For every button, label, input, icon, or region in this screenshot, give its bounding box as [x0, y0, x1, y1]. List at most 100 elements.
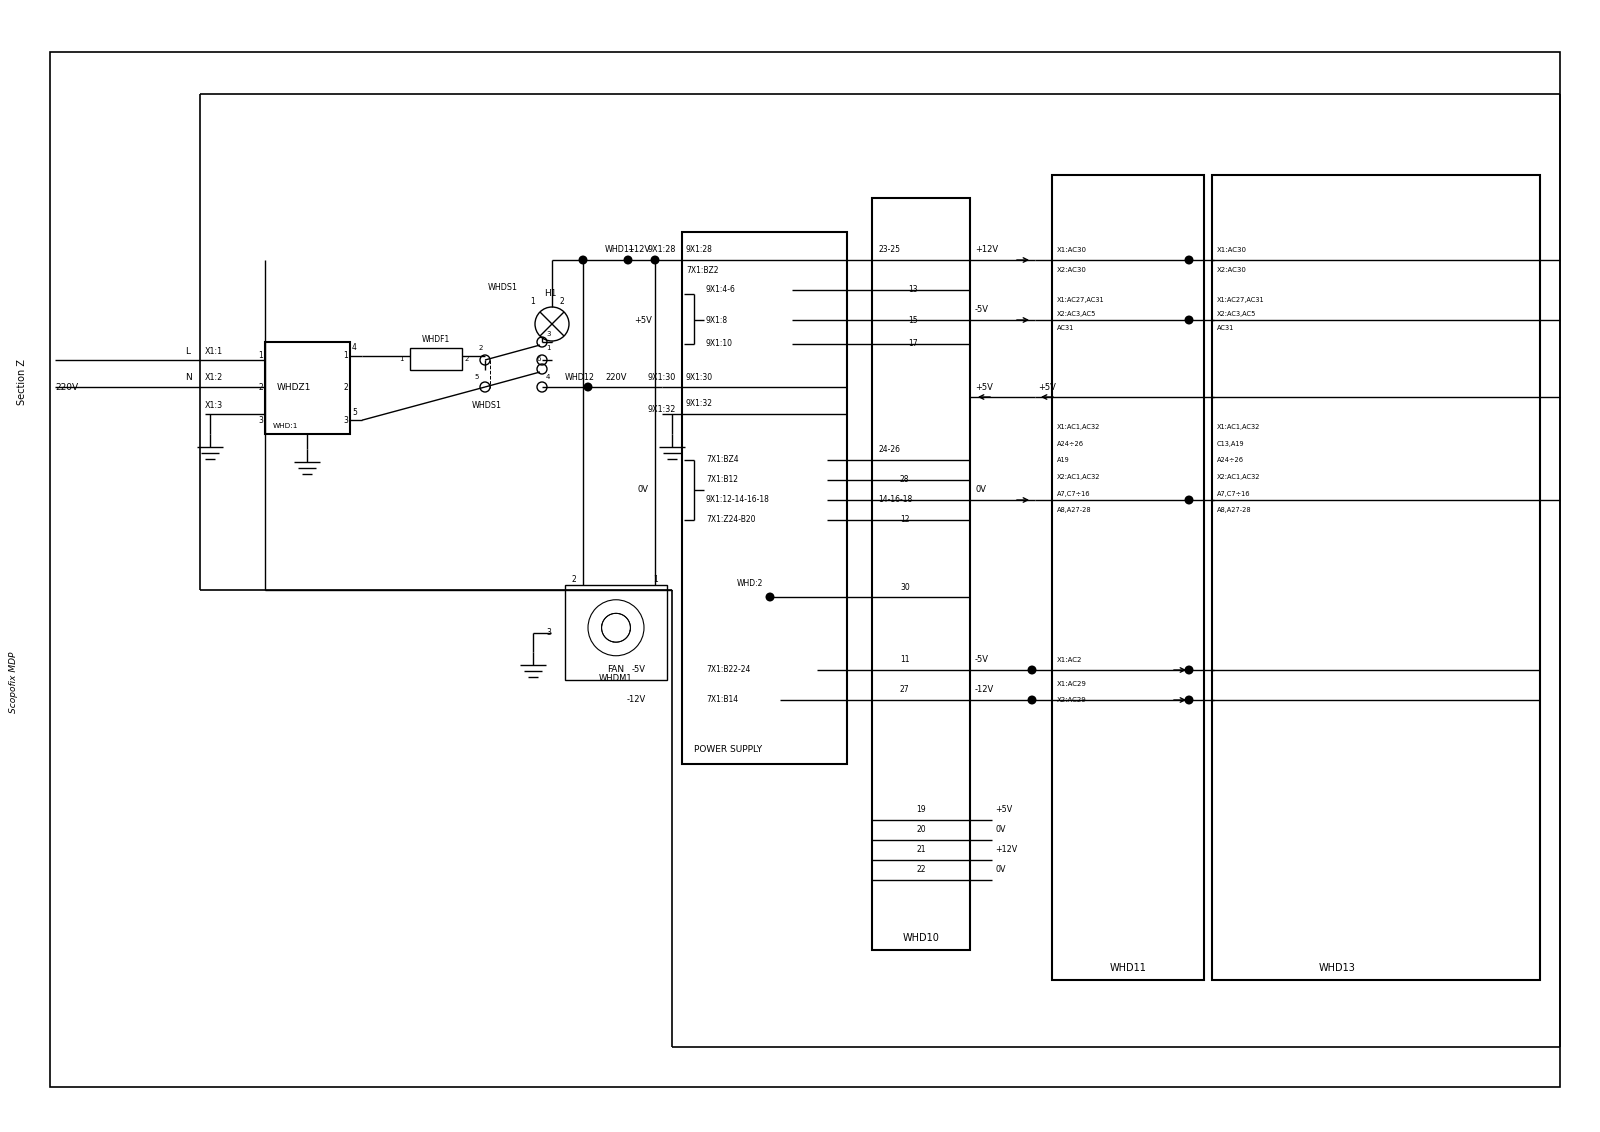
Text: 0V: 0V	[995, 866, 1005, 875]
Text: -12V: -12V	[974, 686, 994, 695]
Text: X2:AC30: X2:AC30	[1218, 267, 1246, 273]
Text: 2: 2	[344, 384, 349, 393]
Text: 1: 1	[530, 297, 534, 306]
Text: AC31: AC31	[1218, 325, 1234, 331]
Text: 2: 2	[560, 297, 565, 306]
Text: 9X1:30: 9X1:30	[686, 372, 714, 381]
Text: 7X1:B12: 7X1:B12	[706, 475, 738, 484]
Text: C13,A19: C13,A19	[1218, 441, 1245, 447]
Text: 220V: 220V	[54, 383, 78, 392]
Text: 0V: 0V	[995, 825, 1005, 834]
Text: Scopofix MDP: Scopofix MDP	[8, 651, 18, 713]
Text: -5V: -5V	[974, 306, 989, 315]
Text: X1:2: X1:2	[205, 374, 224, 383]
Text: 9X1:32: 9X1:32	[686, 400, 714, 409]
Text: 1: 1	[546, 345, 550, 351]
Text: 7X1:Z24-B20: 7X1:Z24-B20	[706, 515, 755, 524]
Bar	[565, 585, 667, 680]
Text: X1:3: X1:3	[205, 401, 222, 410]
Bar	[872, 198, 970, 950]
Text: X2:AC3,AC5: X2:AC3,AC5	[1218, 311, 1256, 317]
Circle shape	[1184, 496, 1194, 505]
Text: WHD:1: WHD:1	[274, 423, 298, 429]
Circle shape	[584, 383, 592, 392]
Text: WHD11: WHD11	[605, 246, 635, 255]
Text: 9X1:32: 9X1:32	[648, 405, 677, 414]
Text: -5V: -5V	[974, 655, 989, 664]
Text: 7X1:BZ2: 7X1:BZ2	[686, 266, 718, 274]
Text: X1:1: X1:1	[205, 346, 222, 355]
Text: 2: 2	[478, 345, 483, 351]
Text: 1: 1	[344, 351, 349, 360]
Text: +12V: +12V	[627, 246, 650, 255]
Text: WHDM1: WHDM1	[598, 674, 634, 683]
Bar	[410, 348, 462, 370]
Text: X1:AC29: X1:AC29	[1058, 681, 1086, 687]
Text: 1: 1	[400, 355, 403, 362]
Text: 9X1:8: 9X1:8	[706, 316, 728, 325]
Text: 4: 4	[352, 343, 357, 352]
Circle shape	[1184, 695, 1194, 704]
Text: X1:AC1,AC32: X1:AC1,AC32	[1058, 424, 1101, 430]
Text: L: L	[186, 346, 190, 355]
Text: X2:AC3,AC5: X2:AC3,AC5	[1058, 311, 1096, 317]
Text: A8,A27-28: A8,A27-28	[1218, 507, 1251, 513]
Text: 3: 3	[546, 331, 550, 337]
Text: +5V: +5V	[634, 316, 651, 325]
Circle shape	[1184, 666, 1194, 675]
Text: -5V: -5V	[632, 666, 646, 675]
Text: 7X1:B14: 7X1:B14	[706, 695, 738, 704]
Text: 3: 3	[342, 415, 349, 424]
Text: 11: 11	[899, 655, 909, 664]
Text: WHDS1: WHDS1	[472, 401, 502, 410]
Text: WHD:2: WHD:2	[738, 580, 763, 589]
Text: 28: 28	[899, 475, 909, 484]
Text: 6: 6	[536, 355, 541, 362]
Text: 17: 17	[909, 340, 918, 349]
Text: X1:AC27,AC31: X1:AC27,AC31	[1058, 297, 1104, 303]
Text: Section Z: Section Z	[18, 359, 27, 405]
Circle shape	[1184, 256, 1194, 265]
Text: 20: 20	[917, 825, 926, 834]
Text: 13: 13	[909, 285, 918, 294]
Text: X1:AC1,AC32: X1:AC1,AC32	[1218, 424, 1261, 430]
Text: AC31: AC31	[1058, 325, 1074, 331]
Text: +12V: +12V	[974, 246, 998, 255]
Text: A24÷26: A24÷26	[1058, 441, 1085, 447]
Text: 21: 21	[917, 846, 926, 855]
Text: WHDF1: WHDF1	[422, 335, 450, 344]
Text: FAN: FAN	[608, 666, 624, 675]
Text: WHD11: WHD11	[1109, 963, 1147, 974]
Text: 12: 12	[899, 515, 909, 524]
Text: 2: 2	[258, 384, 262, 393]
Text: WHD12: WHD12	[565, 372, 595, 381]
Text: WHDZ1: WHDZ1	[277, 384, 312, 393]
Bar	[1213, 175, 1539, 980]
Text: 7X1:BZ4: 7X1:BZ4	[706, 455, 739, 464]
Text: 2: 2	[466, 355, 469, 362]
Text: X2:AC1,AC32: X2:AC1,AC32	[1058, 474, 1101, 480]
Text: -12V: -12V	[627, 695, 646, 704]
Text: 9X1:12-14-16-18: 9X1:12-14-16-18	[706, 496, 770, 505]
Text: 3: 3	[546, 628, 550, 637]
Circle shape	[624, 256, 632, 265]
Text: 1: 1	[258, 351, 262, 360]
Text: 5: 5	[352, 408, 357, 417]
Text: X1:AC27,AC31: X1:AC27,AC31	[1218, 297, 1264, 303]
Text: +5V: +5V	[974, 383, 994, 392]
Text: A8,A27-28: A8,A27-28	[1058, 507, 1091, 513]
Text: WHDS1: WHDS1	[488, 283, 518, 292]
Text: 30: 30	[899, 583, 910, 592]
Text: 2: 2	[571, 575, 576, 584]
Text: 9X1:28: 9X1:28	[686, 246, 714, 255]
Text: 9X1:10: 9X1:10	[706, 340, 733, 349]
Text: 19: 19	[917, 806, 926, 815]
Text: X2:AC29: X2:AC29	[1058, 697, 1086, 703]
Bar	[266, 342, 350, 434]
Text: 27: 27	[899, 686, 910, 695]
Text: A24÷26: A24÷26	[1218, 457, 1245, 463]
Text: 9X1:30: 9X1:30	[648, 372, 677, 381]
Text: 22: 22	[917, 866, 926, 875]
Text: 0V: 0V	[637, 486, 648, 495]
Text: WHD10: WHD10	[902, 933, 939, 943]
